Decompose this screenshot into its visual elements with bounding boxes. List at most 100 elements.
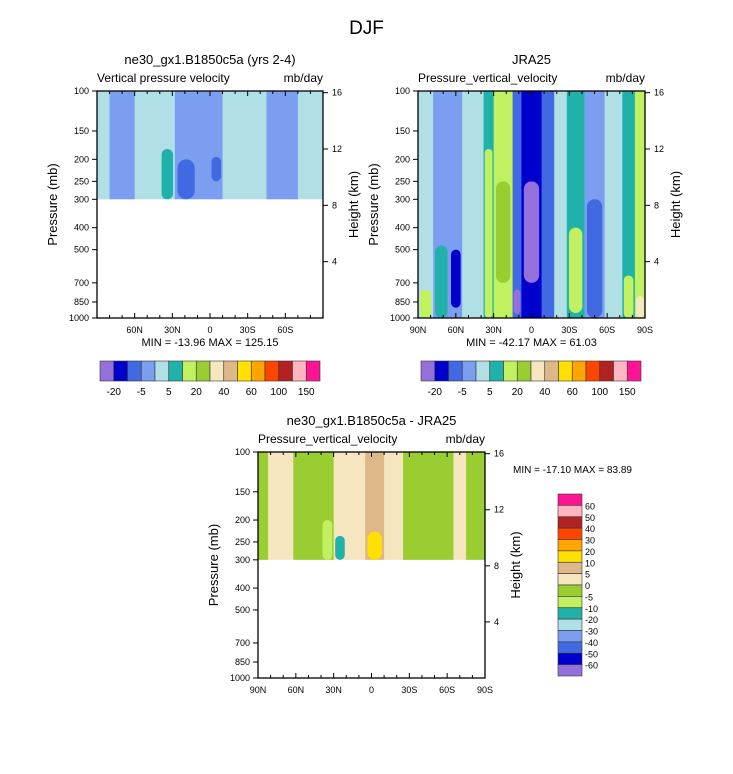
contour-cell: [435, 245, 448, 318]
variable-label: Pressure_vertical_velocity: [418, 71, 557, 85]
colorbar-swatch: [195, 360, 211, 382]
contour-band: [293, 452, 322, 560]
contour-band: [384, 452, 404, 560]
contour-cell: [523, 181, 540, 283]
x-tick-label: 60S: [277, 325, 293, 335]
colorbar-label: 0: [585, 581, 590, 591]
y-tick-label: 1000: [69, 313, 89, 323]
contour-band: [466, 452, 486, 560]
colorbar-label: 150: [298, 387, 315, 398]
y-tick-label: 700: [235, 638, 250, 648]
colorbar-swatch: [503, 360, 518, 382]
contour-band: [97, 91, 111, 200]
contour-cell: [568, 227, 583, 313]
x-tick-label: 30N: [164, 325, 181, 335]
colorbar-swatch: [557, 561, 583, 574]
colorbar-swatch: [557, 630, 583, 643]
units-label: mb/day: [284, 71, 323, 85]
colorbar-label: -5: [585, 592, 593, 602]
contour-band: [197, 91, 211, 200]
colorbar-label: 50: [585, 513, 595, 523]
colorbar-swatch: [292, 360, 307, 382]
y-tick-label: 150: [235, 487, 250, 497]
variable-label: Pressure_vertical_velocity: [258, 432, 397, 446]
y-tick-label: 500: [235, 605, 250, 615]
colorbar-label: 20: [585, 547, 595, 557]
x-tick-label: 30S: [240, 325, 256, 335]
contour-band: [346, 452, 366, 560]
y-tick-label: 150: [395, 126, 410, 136]
x-tick-label: 90N: [410, 325, 427, 335]
contour-cell: [161, 148, 174, 200]
y-tick-label: 400: [235, 583, 250, 593]
y-tick-label: 700: [74, 278, 89, 288]
contour-band: [109, 91, 136, 200]
plot-title: JRA25: [512, 52, 551, 67]
colorbar-swatch: [557, 527, 583, 540]
colorbar-label: 60: [567, 387, 579, 398]
colorbar-label: 100: [591, 387, 608, 398]
colorbar-swatch: [557, 607, 583, 620]
y-tick-label: 100: [235, 447, 250, 457]
x-tick-label: 90N: [250, 685, 267, 695]
colorbar-swatch: [99, 360, 115, 382]
x-tick-label: 60N: [288, 685, 305, 695]
contour-cell: [513, 289, 521, 314]
colorbar-label: 100: [270, 387, 287, 398]
colorbar-label: -20: [585, 615, 598, 625]
y-axis-label: Pressure (mb): [45, 163, 60, 245]
y-tick-label: 300: [395, 194, 410, 204]
y-tick-label: 1000: [230, 673, 250, 683]
contour-band: [512, 91, 522, 318]
y-tick-label: 500: [395, 245, 410, 255]
contour-cell: [335, 535, 345, 560]
colorbar-label: -40: [585, 638, 598, 648]
colorbar-swatch: [127, 360, 142, 382]
contour-band: [622, 91, 636, 318]
colorbar-swatch: [182, 360, 197, 382]
contour-cell: [211, 156, 222, 182]
y-tick-label: 400: [74, 223, 89, 233]
units-label: mb/day: [606, 71, 645, 85]
units-label: mb/day: [446, 432, 485, 446]
colorbar-swatch: [113, 360, 128, 382]
colorbar-swatch: [557, 641, 583, 654]
variable-label: Vertical pressure velocity: [97, 71, 230, 85]
contour-band: [418, 91, 434, 318]
x-tick-label: 30N: [485, 325, 502, 335]
contour-cell: [495, 181, 511, 283]
y-right-tick-label: 12: [332, 144, 342, 154]
y-axis-label: Pressure (mb): [366, 163, 381, 245]
colorbar-label: 10: [585, 558, 595, 568]
x-tick-label: 60N: [448, 325, 465, 335]
plot-obs: [413, 90, 650, 382]
colorbar-swatch: [557, 516, 583, 529]
contour-band: [453, 452, 467, 560]
colorbar-label: 30: [585, 536, 595, 546]
contour-cell: [419, 289, 432, 318]
colorbar-label: 150: [619, 387, 636, 398]
colorbar-swatch: [626, 360, 642, 382]
colorbar-swatch: [448, 360, 463, 382]
colorbar-swatch: [278, 360, 293, 382]
y-tick-label: 850: [74, 297, 89, 307]
figure-title: DJF: [349, 18, 384, 39]
y-tick-label: 300: [235, 555, 250, 565]
y-right-tick-label: 8: [494, 561, 499, 571]
colorbar-label: 40: [539, 387, 551, 398]
contour-cell: [177, 159, 195, 200]
contour-band: [258, 452, 269, 560]
y-right-tick-label: 12: [654, 144, 664, 154]
y-tick-label: 850: [235, 657, 250, 667]
colorbar-label: -20: [428, 387, 443, 398]
contour-cell: [623, 275, 634, 318]
colorbar-swatch: [434, 360, 449, 382]
colorbar-swatch: [557, 573, 583, 586]
x-tick-label: 90S: [477, 685, 493, 695]
colorbar-swatch: [223, 360, 238, 382]
y-right-tick-label: 12: [494, 505, 504, 515]
colorbar-swatch: [250, 360, 266, 382]
y-tick-label: 200: [235, 515, 250, 525]
colorbar-label: 60: [246, 387, 258, 398]
colorbar-swatch: [168, 360, 183, 382]
